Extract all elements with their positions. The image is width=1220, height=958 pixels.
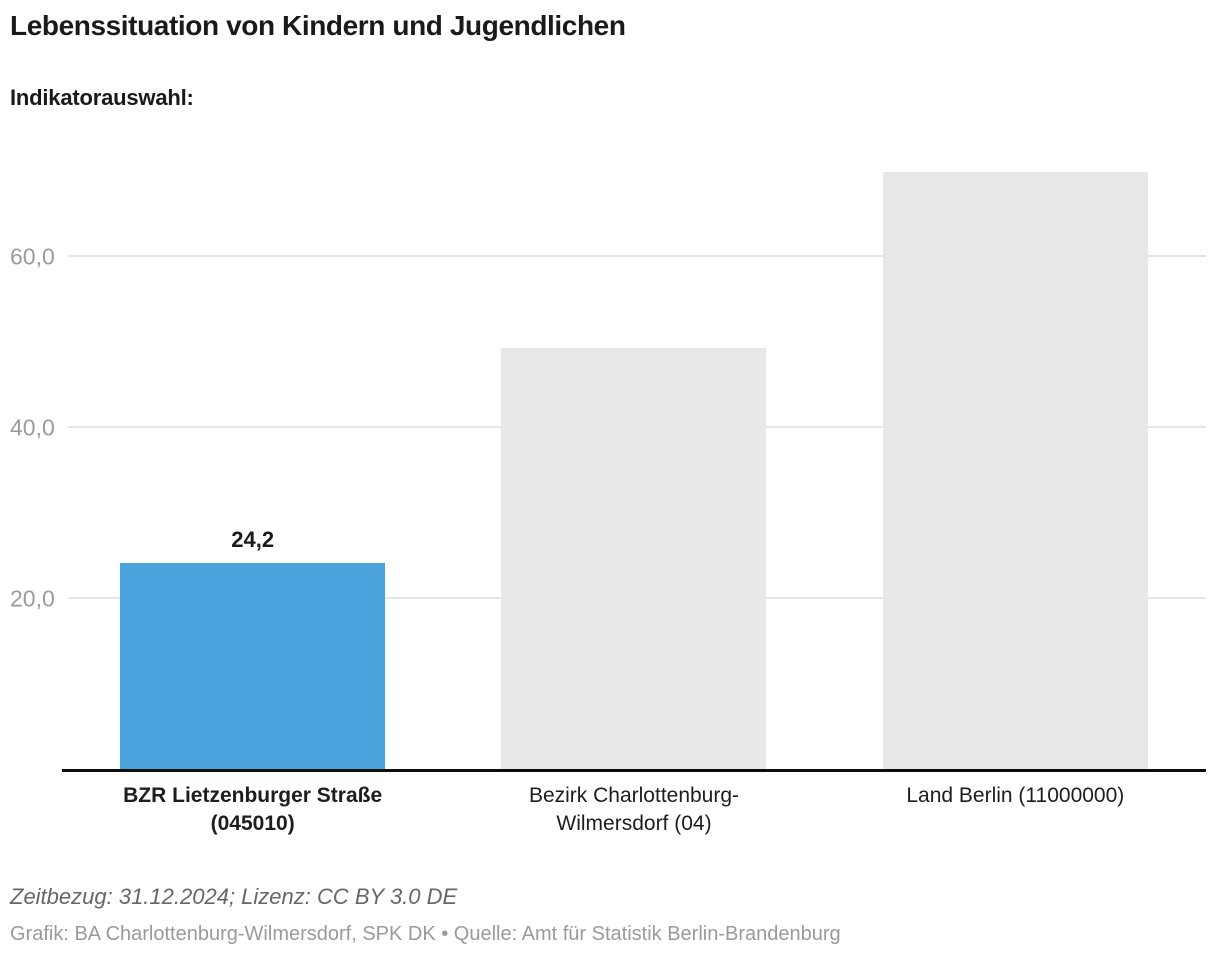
bar-bzr-lietzenburger[interactable] [120, 562, 386, 770]
page-title: Lebenssituation von Kindern und Jugendli… [10, 10, 626, 41]
y-tick-label-60: 60,0 [10, 243, 55, 270]
bar-bezirk-charlottenburg[interactable] [501, 348, 767, 770]
y-tick-label-20: 20,0 [10, 585, 55, 612]
bar-chart-plot-area: 20,0 40,0 60,0 24,2 [10, 130, 1206, 772]
x-label-bzr-lietzenburger: BZR Lietzenburger Straße (045010) [123, 784, 383, 835]
bar-slot-land-berlin [825, 130, 1206, 770]
x-axis-labels: BZR Lietzenburger Straße (045010) Bezirk… [62, 782, 1206, 838]
x-axis-line [62, 769, 1206, 772]
footer-credit-source: Grafik: BA Charlottenburg-Wilmersdorf, S… [10, 923, 841, 945]
bar-value-label: 24,2 [231, 526, 275, 552]
bars-container: 24,2 [62, 130, 1206, 770]
bar-land-berlin[interactable] [882, 171, 1148, 770]
footer-timeref-license: Zeitbezug: 31.12.2024; Lizenz: CC BY 3.0… [10, 884, 458, 909]
x-label-land-berlin: Land Berlin (11000000) [906, 784, 1125, 807]
x-label-bezirk-charlottenburg: Bezirk Charlottenburg-Wilmersdorf (04) [528, 784, 740, 835]
gridline-60 [68, 254, 1206, 257]
bar-slot-bezirk-charlottenburg [443, 130, 824, 770]
indicator-select-label: Indikatorauswahl: [10, 85, 194, 110]
y-tick-label-40: 40,0 [10, 414, 55, 441]
bar-slot-bzr-lietzenburger: 24,2 [62, 130, 443, 770]
